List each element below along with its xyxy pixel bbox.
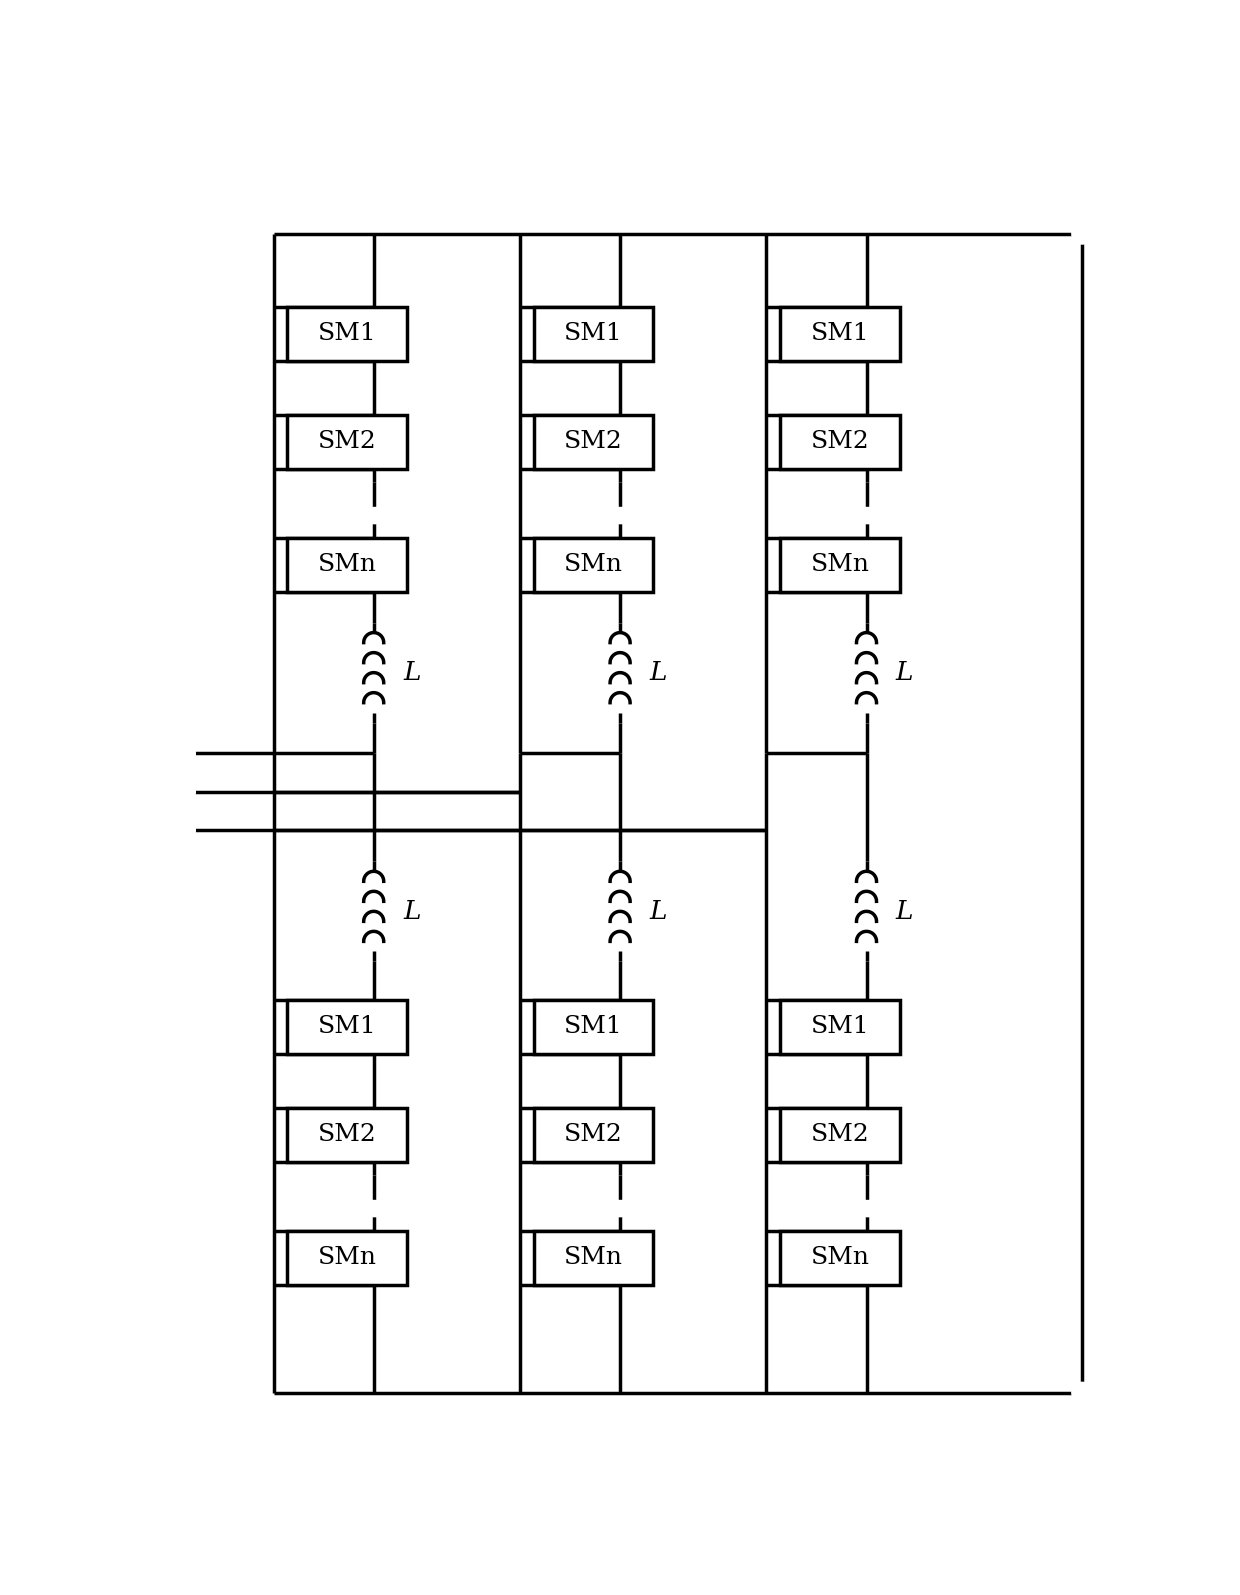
Circle shape: [176, 783, 195, 801]
Text: SMn: SMn: [564, 1246, 622, 1270]
Text: SMn: SMn: [811, 1246, 869, 1270]
Bar: [534, 538, 653, 592]
Bar: [534, 1000, 653, 1054]
Bar: [288, 306, 407, 360]
Text: SMn: SMn: [564, 553, 622, 576]
Bar: [288, 538, 407, 592]
Bar: [780, 1231, 899, 1286]
Text: SM1: SM1: [317, 1016, 377, 1038]
Bar: [534, 1231, 653, 1286]
Bar: [780, 415, 899, 469]
Bar: [288, 1231, 407, 1286]
Bar: [288, 415, 407, 469]
Bar: [534, 415, 653, 469]
Text: SM1: SM1: [564, 1016, 622, 1038]
Text: SM2: SM2: [811, 1123, 869, 1147]
Bar: [288, 1107, 407, 1161]
Text: L: L: [403, 900, 420, 924]
Bar: [780, 1000, 899, 1054]
Text: SM2: SM2: [564, 431, 622, 453]
Text: SM1: SM1: [564, 322, 622, 346]
Text: L: L: [650, 660, 667, 686]
Bar: [534, 306, 653, 360]
Bar: [534, 1107, 653, 1161]
Text: SMn: SMn: [317, 1246, 377, 1270]
Bar: [780, 1107, 899, 1161]
Circle shape: [176, 821, 195, 839]
Bar: [780, 538, 899, 592]
Circle shape: [1073, 1383, 1091, 1402]
Text: SM2: SM2: [317, 1123, 377, 1147]
Text: SM1: SM1: [317, 322, 377, 346]
Text: SM2: SM2: [811, 431, 869, 453]
Text: SM1: SM1: [811, 1016, 869, 1038]
Circle shape: [1073, 225, 1091, 242]
Text: L: L: [895, 660, 913, 686]
Text: SMn: SMn: [317, 553, 377, 576]
Text: L: L: [403, 660, 420, 686]
Text: SM2: SM2: [317, 431, 377, 453]
Text: L: L: [895, 900, 913, 924]
Text: L: L: [650, 900, 667, 924]
Text: SMn: SMn: [811, 553, 869, 576]
Bar: [780, 306, 899, 360]
Text: SM2: SM2: [564, 1123, 622, 1147]
Circle shape: [176, 745, 195, 762]
Bar: [288, 1000, 407, 1054]
Text: SM1: SM1: [811, 322, 869, 346]
